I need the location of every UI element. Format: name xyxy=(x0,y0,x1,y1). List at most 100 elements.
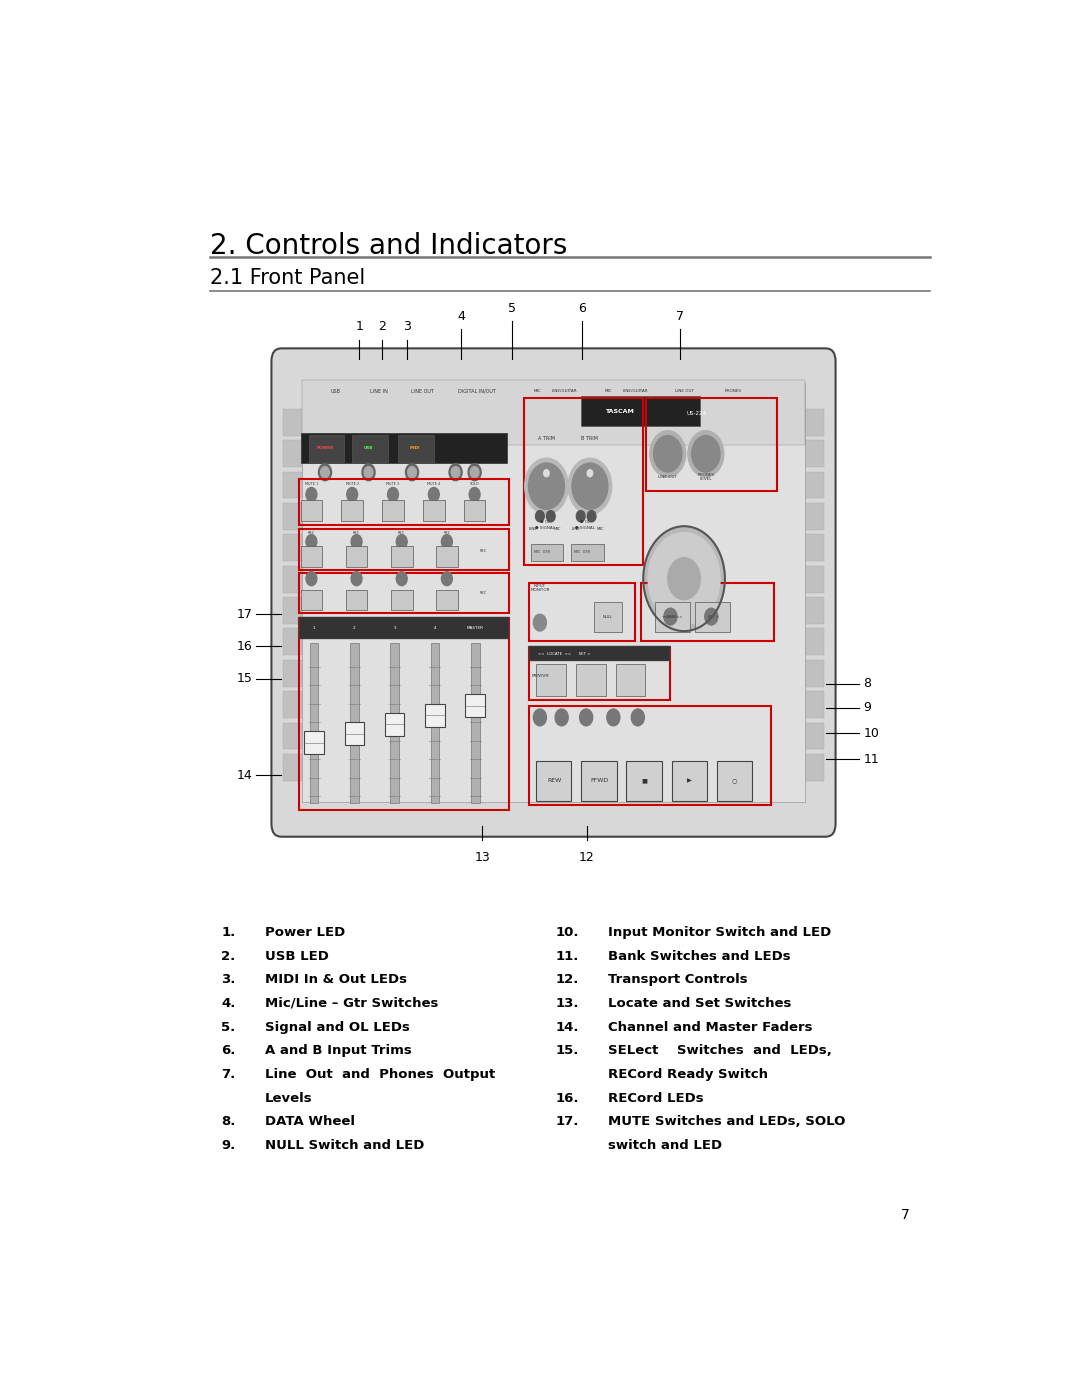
Bar xyxy=(529,705,771,805)
Text: NULL: NULL xyxy=(603,615,613,619)
Text: INPUT
MONITOR: INPUT MONITOR xyxy=(530,584,550,592)
Text: 15: 15 xyxy=(237,672,253,685)
Text: 4: 4 xyxy=(434,626,436,630)
Text: 9: 9 xyxy=(863,701,872,714)
Bar xyxy=(283,692,301,718)
Text: 7.: 7. xyxy=(221,1067,235,1081)
Text: <<  LOCATE  >>      SET >: << LOCATE >> SET > xyxy=(538,651,591,655)
Circle shape xyxy=(546,511,555,522)
Circle shape xyxy=(705,608,718,624)
Bar xyxy=(299,617,509,810)
Bar xyxy=(299,617,509,638)
Circle shape xyxy=(469,488,480,502)
Bar xyxy=(431,644,440,803)
Text: 13.: 13. xyxy=(555,997,579,1010)
Bar xyxy=(646,398,777,490)
Bar xyxy=(616,664,646,696)
Bar xyxy=(341,500,363,521)
Circle shape xyxy=(396,535,407,549)
Bar xyxy=(350,644,359,803)
Text: MUTE 2: MUTE 2 xyxy=(346,482,359,486)
Text: 2.: 2. xyxy=(221,950,235,963)
Text: REC: REC xyxy=(480,591,486,595)
Text: 16: 16 xyxy=(237,640,253,652)
Text: 17.: 17. xyxy=(555,1115,579,1129)
Circle shape xyxy=(691,436,720,472)
Bar xyxy=(536,664,566,696)
Text: 12.: 12. xyxy=(555,974,579,986)
Text: REC: REC xyxy=(353,531,360,535)
Text: ○: ○ xyxy=(732,778,738,784)
Text: US-224: US-224 xyxy=(687,411,706,415)
Circle shape xyxy=(648,532,720,624)
Circle shape xyxy=(543,469,549,476)
Circle shape xyxy=(347,488,357,502)
Circle shape xyxy=(351,571,362,585)
Bar xyxy=(283,409,301,436)
Text: SOLO: SOLO xyxy=(470,482,480,486)
Bar xyxy=(283,659,301,687)
Bar xyxy=(302,380,805,444)
Text: MUTE 3: MUTE 3 xyxy=(387,482,400,486)
Text: LINE OUT: LINE OUT xyxy=(675,390,693,394)
Bar xyxy=(283,566,301,592)
Text: 5: 5 xyxy=(509,302,516,314)
Text: 8: 8 xyxy=(863,678,872,690)
Bar xyxy=(309,436,345,461)
Text: LINE: LINE xyxy=(571,527,581,531)
Text: MIDI: MIDI xyxy=(409,446,420,450)
Text: MUTE 1: MUTE 1 xyxy=(305,482,318,486)
Bar xyxy=(806,692,824,718)
Text: ● SIGNAL: ● SIGNAL xyxy=(535,525,555,529)
Text: 15.: 15. xyxy=(555,1045,579,1058)
Bar xyxy=(806,722,824,749)
Circle shape xyxy=(442,571,453,585)
Text: 8.: 8. xyxy=(221,1115,235,1129)
Circle shape xyxy=(650,430,686,476)
Text: MUTE 4: MUTE 4 xyxy=(428,482,441,486)
Text: B TRIM: B TRIM xyxy=(581,436,598,441)
Text: LINE IN: LINE IN xyxy=(370,388,389,394)
Circle shape xyxy=(534,710,546,726)
Text: ● OL: ● OL xyxy=(540,520,550,524)
Bar xyxy=(806,534,824,562)
Text: 2: 2 xyxy=(353,626,355,630)
Text: Line  Out  and  Phones  Output: Line Out and Phones Output xyxy=(265,1067,495,1081)
Text: 4.: 4. xyxy=(221,997,235,1010)
Bar xyxy=(654,602,690,631)
Circle shape xyxy=(568,458,611,514)
Circle shape xyxy=(588,511,596,522)
Bar xyxy=(581,395,701,426)
Bar xyxy=(806,440,824,467)
Text: USB LED: USB LED xyxy=(265,950,328,963)
Text: 2: 2 xyxy=(378,320,386,334)
Text: 5.: 5. xyxy=(221,1021,235,1034)
Circle shape xyxy=(664,608,677,624)
Bar xyxy=(626,761,662,800)
Circle shape xyxy=(667,557,701,599)
Text: LINE OUT: LINE OUT xyxy=(658,475,677,479)
Text: NULL Switch and LED: NULL Switch and LED xyxy=(265,1139,424,1153)
Bar xyxy=(299,528,509,570)
Bar xyxy=(300,546,322,567)
Bar xyxy=(390,644,399,803)
Bar xyxy=(346,590,367,610)
Text: 2.1 Front Panel: 2.1 Front Panel xyxy=(211,268,365,288)
Circle shape xyxy=(429,488,440,502)
Text: 13: 13 xyxy=(474,851,490,863)
Bar xyxy=(283,722,301,749)
Text: MIC: MIC xyxy=(597,527,605,531)
Circle shape xyxy=(306,488,316,502)
Bar xyxy=(806,754,824,781)
Bar xyxy=(382,500,404,521)
Bar xyxy=(283,440,301,467)
Text: 10.: 10. xyxy=(555,926,579,939)
Bar xyxy=(571,543,604,562)
Circle shape xyxy=(468,464,482,481)
Circle shape xyxy=(607,710,620,726)
Bar xyxy=(283,597,301,624)
Text: MIDI In & Out LEDs: MIDI In & Out LEDs xyxy=(265,974,407,986)
Bar xyxy=(529,647,671,661)
Text: PRINTER: PRINTER xyxy=(531,673,550,678)
Circle shape xyxy=(653,436,681,472)
